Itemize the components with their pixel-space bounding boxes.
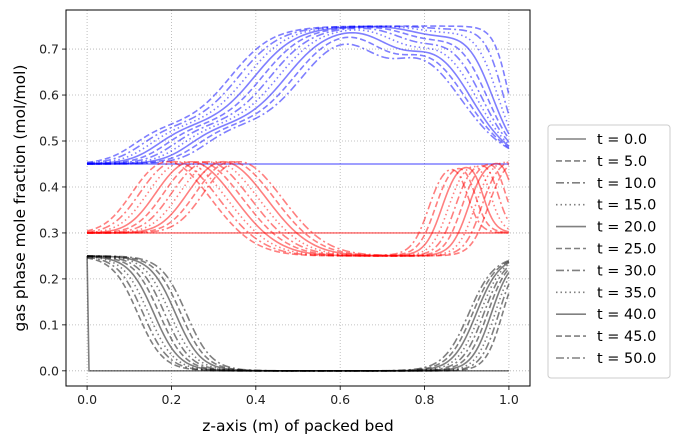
series-line-c1-t30 — [87, 160, 510, 257]
legend-entries: t = 0.0 t = 5.0 t = 10.0 t = 15.0 t = 20.0 t … — [556, 132, 656, 367]
series-line-c2-t35 — [87, 255, 510, 372]
legend-label: t = 20.0 — [597, 220, 656, 236]
series-line-c1-t10 — [87, 160, 510, 257]
series-line-c0-t45 — [87, 36, 510, 165]
y-tick-label: 0.4 — [39, 179, 59, 194]
series-line-c1-t45 — [87, 160, 509, 257]
legend: t = 0.0 t = 5.0 t = 10.0 t = 15.0 t = 20.0 t … — [547, 124, 671, 379]
ticks: 0.0 0.2 0.4 0.6 0.8 1.0 0.0 0.1 0.2 0.3 0.4 0.5 0.6 0… — [39, 42, 519, 407]
y-axis-label: gas phase mole fraction (mol/mol) — [11, 65, 29, 332]
component-0-series — [87, 25, 510, 165]
x-tick-label: 0.8 — [415, 392, 435, 407]
x-tick-label: 0.0 — [77, 392, 97, 407]
legend-label: t = 30.0 — [597, 263, 656, 279]
series-line-c0-t30 — [87, 27, 510, 165]
series-line-c0-t50 — [87, 43, 510, 165]
series-line-c1-t20 — [87, 160, 510, 257]
plot-background — [66, 10, 530, 386]
series-line-c2-t45 — [87, 255, 510, 372]
y-tick-label: 0.1 — [39, 317, 59, 332]
series-layer — [86, 25, 510, 372]
series-line-c1-t40 — [87, 160, 510, 257]
y-tick-label: 0.0 — [39, 363, 59, 378]
series-line-c0-t5 — [87, 25, 510, 164]
component-1-series — [86, 160, 510, 257]
legend-label: t = 10.0 — [597, 176, 656, 192]
series-line-c1-t25 — [87, 160, 510, 257]
series-line-c2-t25 — [87, 255, 510, 372]
legend-label: t = 25.0 — [597, 242, 656, 258]
x-tick-label: 1.0 — [499, 392, 519, 407]
legend-label: t = 15.0 — [597, 198, 656, 214]
legend-label: t = 50.0 — [597, 351, 656, 367]
series-line-c0-t35 — [87, 29, 510, 165]
legend-label: t = 0.0 — [597, 132, 647, 148]
series-line-c1-t50 — [87, 160, 509, 256]
y-tick-label: 0.2 — [39, 271, 59, 286]
plot-frame — [65, 9, 531, 387]
x-tick-label: 0.2 — [162, 392, 182, 407]
y-tick-label: 0.3 — [39, 225, 59, 240]
series-line-c0-t25 — [87, 26, 510, 165]
legend-label: t = 35.0 — [597, 285, 656, 301]
series-line-c0-t40 — [87, 31, 510, 165]
x-axis-label: z-axis (m) of packed bed — [202, 417, 394, 435]
y-tick-label: 0.5 — [39, 134, 59, 149]
y-tick-label: 0.6 — [39, 88, 59, 103]
series-line-c1-t35 — [87, 160, 510, 257]
series-line-c0-t20 — [87, 25, 510, 165]
series-line-c0-t10 — [87, 25, 510, 164]
x-tick-label: 0.6 — [330, 392, 350, 407]
component-2-series — [86, 255, 510, 372]
legend-label: t = 40.0 — [597, 307, 656, 323]
legend-label: t = 45.0 — [597, 329, 656, 345]
y-tick-label: 0.7 — [39, 42, 59, 57]
x-tick-label: 0.4 — [246, 392, 266, 407]
legend-label: t = 5.0 — [597, 154, 647, 170]
series-line-c2-t50 — [87, 255, 510, 372]
